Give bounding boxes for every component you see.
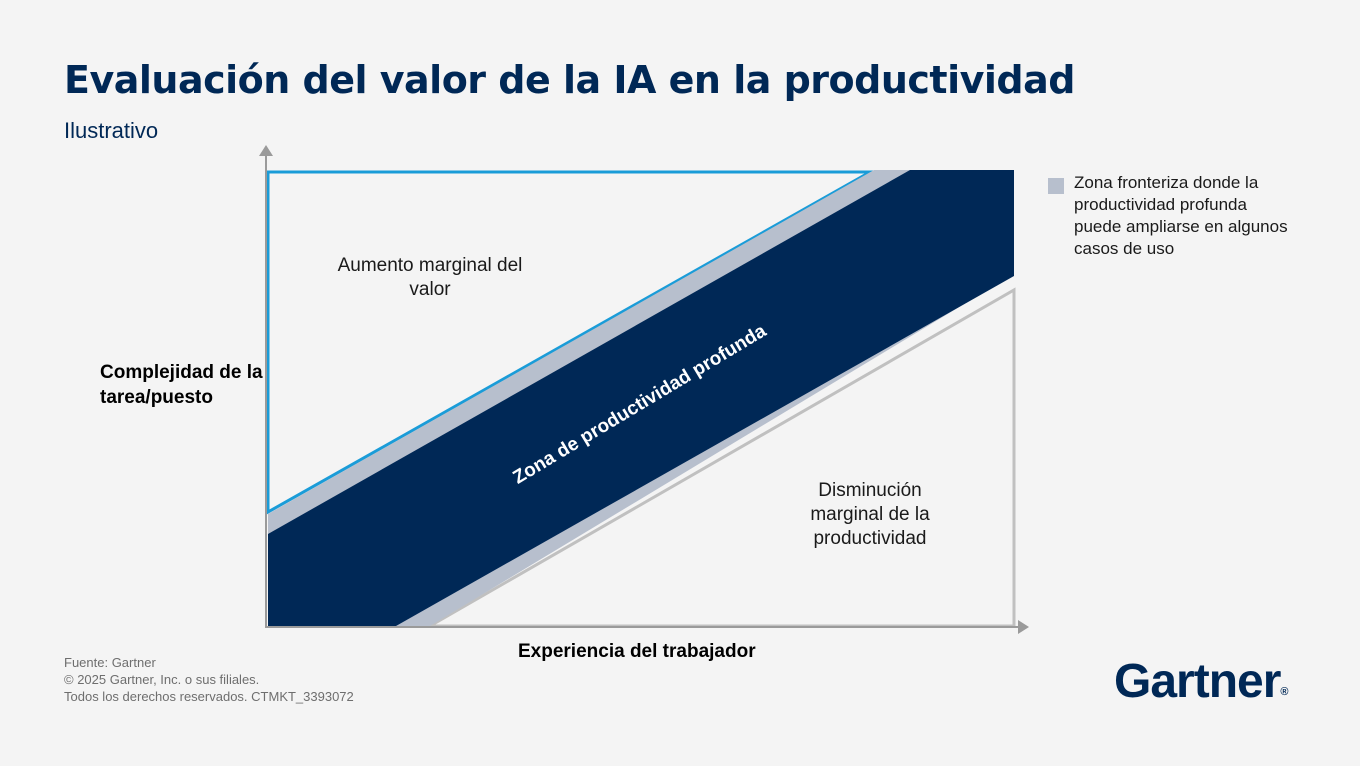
registered-mark: ® [1280, 686, 1289, 698]
footer-rights: Todos los derechos reservados. CTMKT_339… [64, 689, 354, 704]
deep-productivity-band [268, 170, 1014, 626]
footer-source: Fuente: Gartner [64, 655, 156, 670]
y-axis-arrow [259, 145, 273, 156]
lower-zone-label: Disminución marginal de la productividad [810, 480, 930, 549]
footer-copyright: © 2025 Gartner, Inc. o sus filiales. [64, 672, 260, 687]
x-axis-label: Experiencia del trabajador [518, 641, 756, 662]
upper-zone-outline [266, 170, 876, 515]
upper-zone-label: Aumento marginal del valor [337, 255, 523, 300]
page-title: Evaluación del valor de la IA en la prod… [64, 58, 1075, 102]
legend-swatch [1048, 178, 1064, 194]
legend-text: Zona fronteriza donde la productividad p… [1074, 173, 1288, 258]
x-axis-arrow [1018, 620, 1029, 634]
gartner-logo: Gartner® [1114, 654, 1289, 709]
y-axis-label: Complejidad de la tarea/puesto [100, 362, 263, 408]
footer: Fuente: Gartner © 2025 Gartner, Inc. o s… [64, 654, 354, 705]
page-subtitle: Ilustrativo [64, 118, 159, 143]
logo-wordmark: Gartner [1114, 655, 1281, 708]
